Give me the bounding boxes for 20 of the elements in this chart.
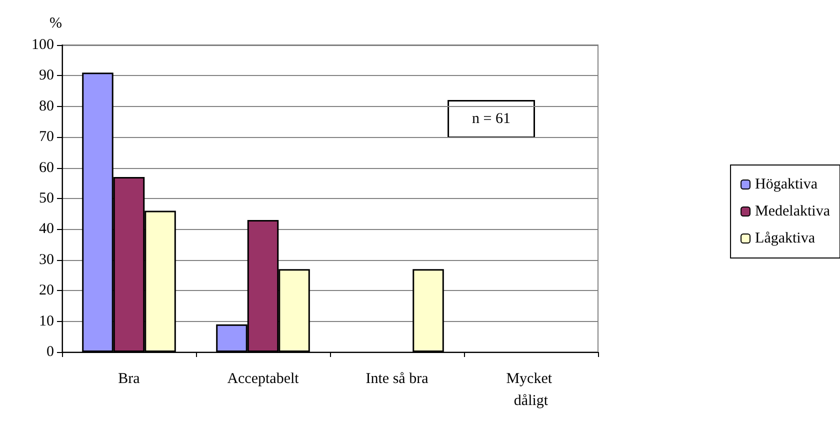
y-tick-label: 90 [39,68,54,84]
y-tick-label: 60 [39,160,54,176]
x-tick-label: Acceptabelt [227,371,300,387]
y-tick-label: 30 [39,252,54,268]
y-tick-label: 10 [39,313,54,330]
legend-label: Lågaktiva [755,230,816,246]
y-tick-label: 0 [46,344,54,360]
x-tick-label: Mycket dåligt [506,371,556,409]
y-tick-label: 50 [39,190,54,206]
x-tick-label: Bra [118,371,140,387]
y-axis-title: % [50,16,62,32]
y-tick-label: 80 [39,98,54,114]
y-tick-label: 100 [32,37,54,53]
y-tick-label: 70 [39,129,54,146]
legend-label: Medelaktiva [755,204,830,220]
legend-label: Högaktiva [755,176,818,192]
x-tick-label: Inte så bra [366,371,429,387]
y-tick-label: 40 [39,221,54,238]
annotation: n = 61 [472,111,511,127]
y-tick-label: 20 [39,282,54,299]
